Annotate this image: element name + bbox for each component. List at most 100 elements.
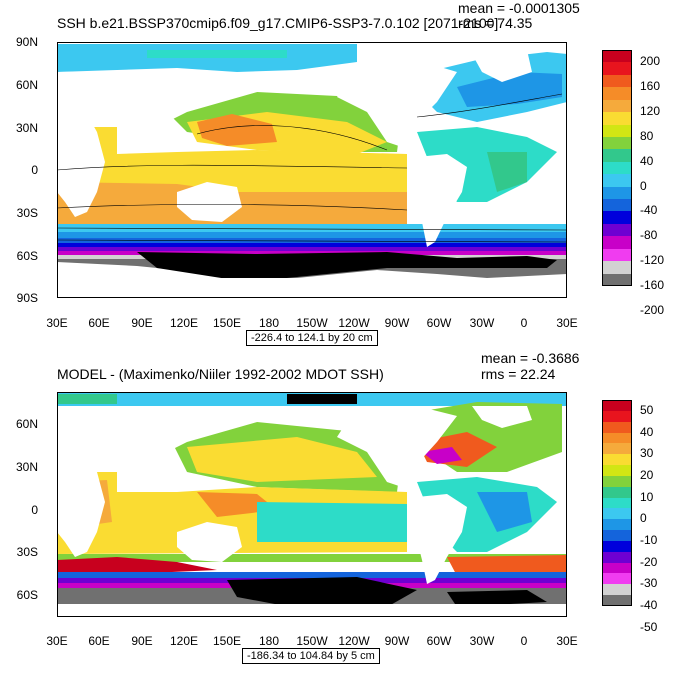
lon-label: 60W [426, 316, 452, 330]
colorbar-label: -200 [640, 302, 665, 317]
colorbar-swatch [602, 454, 632, 466]
lon-label: 90W [384, 634, 410, 648]
panel1-rms: rms = 74.35 [458, 15, 533, 31]
lon-label: 60E [88, 634, 110, 648]
colorbar-label: -20 [640, 554, 658, 569]
colorbar-label: 160 [640, 79, 661, 94]
colorbar-label: 200 [640, 54, 661, 69]
colorbar-swatch [602, 530, 632, 542]
colorbar-swatch [602, 186, 632, 200]
colorbar-label: -10 [640, 532, 658, 547]
panel2-title: MODEL - (Maximenko/Niiler 1992-2002 MDOT… [57, 366, 384, 382]
colorbar-swatch [602, 573, 632, 585]
lon-label: 0 [520, 316, 528, 330]
colorbar-label: 40 [640, 424, 654, 439]
panel1-title: SSH b.e21.BSSP370cmip6.f09_g17.CMIP6-SSP… [57, 15, 499, 31]
lat-label: 60S [16, 588, 38, 602]
lon-label: 30W [469, 634, 495, 648]
panel1-contour-range: -226.4 to 124.1 by 20 cm [246, 330, 378, 346]
lon-label: 180 [258, 634, 280, 648]
colorbar-swatch [602, 248, 632, 262]
panel2-mean: mean = -0.3686 [481, 350, 580, 366]
colorbar-swatch [602, 486, 632, 499]
lon-label: 0 [520, 634, 528, 648]
lon-label: 120E [169, 316, 199, 330]
colorbar-label: 50 [640, 402, 654, 417]
colorbar-label: 30 [640, 446, 654, 461]
colorbar-label: -40 [640, 203, 658, 218]
colorbar-swatch [602, 199, 632, 212]
lat-label: 90N [15, 35, 38, 49]
colorbar-swatch [602, 508, 632, 520]
colorbar-swatch [602, 62, 632, 76]
lon-label: 90E [131, 634, 153, 648]
colorbar-label: 80 [640, 128, 654, 143]
colorbar-swatch [602, 99, 632, 113]
lon-label: 30E [556, 634, 578, 648]
colorbar-swatch [602, 432, 632, 444]
colorbar-swatch [602, 136, 632, 150]
panel1-colorbar [602, 50, 632, 287]
panel2-rms: rms = 22.24 [481, 366, 556, 382]
colorbar-label: -40 [640, 598, 658, 612]
colorbar-border [602, 400, 632, 606]
colorbar-label: -50 [640, 619, 658, 634]
colorbar-swatch [602, 551, 632, 564]
lon-label: 150W [296, 634, 328, 648]
colorbar-swatch [602, 421, 632, 433]
lat-label: 30N [15, 460, 38, 474]
colorbar-swatch [602, 261, 632, 275]
lat-label: 0 [31, 503, 38, 517]
lon-label: 30E [46, 634, 68, 648]
lon-label: 30E [46, 316, 68, 330]
colorbar-swatch [602, 87, 632, 101]
colorbar-swatch [602, 540, 632, 553]
colorbar-swatch [602, 465, 632, 477]
lon-label: 30W [469, 316, 495, 330]
colorbar-swatch [602, 475, 632, 488]
lon-label: 120W [338, 634, 370, 648]
lat-label: 90S [16, 291, 38, 305]
colorbar-swatch [602, 50, 632, 63]
colorbar-swatch [602, 211, 632, 225]
panel2-map [57, 392, 567, 617]
lon-label: 30E [556, 316, 578, 330]
lat-label: 60S [16, 249, 38, 263]
colorbar-swatch [602, 74, 632, 88]
colorbar-swatch [602, 174, 632, 188]
colorbar-label: 0 [640, 511, 647, 526]
lon-label: 60W [426, 634, 452, 648]
lon-label: 150W [296, 316, 328, 330]
lon-label: 60E [88, 316, 110, 330]
colorbar-label: -30 [640, 576, 658, 591]
colorbar-label: -120 [640, 253, 665, 268]
lat-label: 0 [31, 163, 38, 177]
colorbar-label: 20 [640, 467, 654, 482]
panel1-mean: mean = -0.0001305 [458, 0, 580, 16]
colorbar-swatch [602, 124, 632, 138]
lat-label: 30N [15, 121, 38, 135]
lat-label: 60N [15, 417, 38, 431]
colorbar-border [602, 50, 632, 286]
colorbar-label: 120 [640, 104, 661, 119]
colorbar-swatch [602, 584, 632, 596]
lon-label: 180 [258, 316, 280, 330]
colorbar-swatch [602, 223, 632, 237]
panel2-colorbar [602, 400, 632, 607]
colorbar-swatch [602, 497, 632, 509]
lon-label: 120E [169, 634, 199, 648]
colorbar-swatch [602, 443, 632, 455]
colorbar-swatch [602, 519, 632, 531]
lon-label: 90W [384, 316, 410, 330]
colorbar-swatch [602, 161, 632, 175]
colorbar-swatch [602, 149, 632, 163]
colorbar-label: 0 [640, 178, 647, 193]
colorbar-swatch [602, 595, 632, 607]
colorbar-swatch [602, 236, 632, 250]
lat-label: 60N [15, 78, 38, 92]
colorbar-swatch [602, 112, 632, 125]
colorbar-swatch [602, 273, 632, 287]
lon-label: 150E [212, 634, 242, 648]
colorbar-label: -80 [640, 228, 658, 243]
lat-label: 30S [16, 545, 38, 559]
